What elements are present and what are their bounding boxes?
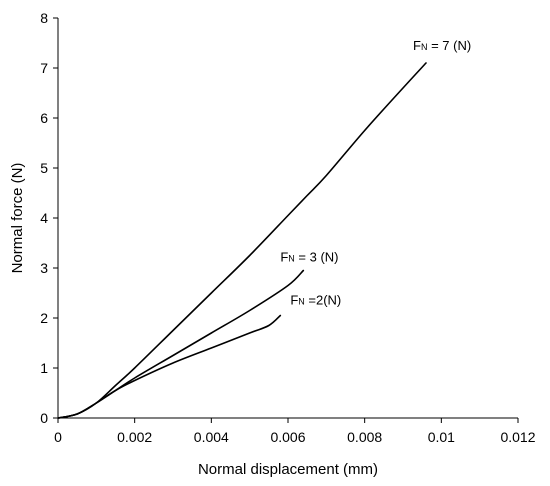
y-tick-label: 7 bbox=[40, 60, 48, 76]
annotation-subscript: N bbox=[288, 254, 295, 264]
y-tick-label: 5 bbox=[40, 160, 48, 176]
y-tick-label: 6 bbox=[40, 110, 48, 126]
annotation-value: = 7 (N) bbox=[427, 38, 471, 53]
x-tick-label: 0.004 bbox=[194, 429, 229, 445]
y-tick-label: 2 bbox=[40, 310, 48, 326]
y-tick-label: 1 bbox=[40, 360, 48, 376]
x-tick-label: 0 bbox=[54, 429, 62, 445]
annotation-symbol: F bbox=[280, 250, 288, 265]
series-fn-2-line bbox=[57, 314, 282, 419]
series-fn-3-line bbox=[57, 269, 305, 419]
annotation-symbol: F bbox=[290, 293, 298, 308]
series-lines bbox=[57, 62, 427, 419]
series-fn-7-annotation: FN = 7 (N) bbox=[413, 38, 471, 53]
y-axis-ticks: 0 1 2 3 4 5 6 7 8 bbox=[40, 10, 58, 426]
series-fn-3-annotation: FN = 3 (N) bbox=[280, 250, 338, 265]
x-tick-label: 0.012 bbox=[500, 429, 535, 445]
x-axis-title: Normal displacement (mm) bbox=[198, 461, 378, 478]
annotation-subscript: N bbox=[298, 297, 305, 307]
x-axis-ticks: 0 0.002 0.004 0.006 0.008 0.01 0.012 bbox=[54, 418, 536, 445]
x-tick-label: 0.008 bbox=[347, 429, 382, 445]
annotation-value: =2(N) bbox=[305, 293, 341, 308]
y-tick-label: 8 bbox=[40, 10, 48, 26]
y-axis-title: Normal force (N) bbox=[9, 163, 26, 274]
annotation-subscript: N bbox=[421, 42, 428, 52]
series-annotations: FN = 7 (N)FN = 3 (N)FN =2(N) bbox=[280, 38, 471, 308]
annotation-value: = 3 (N) bbox=[295, 250, 339, 265]
y-tick-label: 3 bbox=[40, 260, 48, 276]
y-tick-label: 0 bbox=[40, 410, 48, 426]
annotation-symbol: F bbox=[413, 38, 421, 53]
y-tick-label: 4 bbox=[40, 210, 48, 226]
series-fn-2-annotation: FN =2(N) bbox=[290, 293, 341, 308]
series-fn-7-line bbox=[57, 62, 427, 419]
x-tick-label: 0.006 bbox=[270, 429, 305, 445]
x-tick-label: 0.002 bbox=[117, 429, 152, 445]
x-tick-label: 0.01 bbox=[428, 429, 455, 445]
